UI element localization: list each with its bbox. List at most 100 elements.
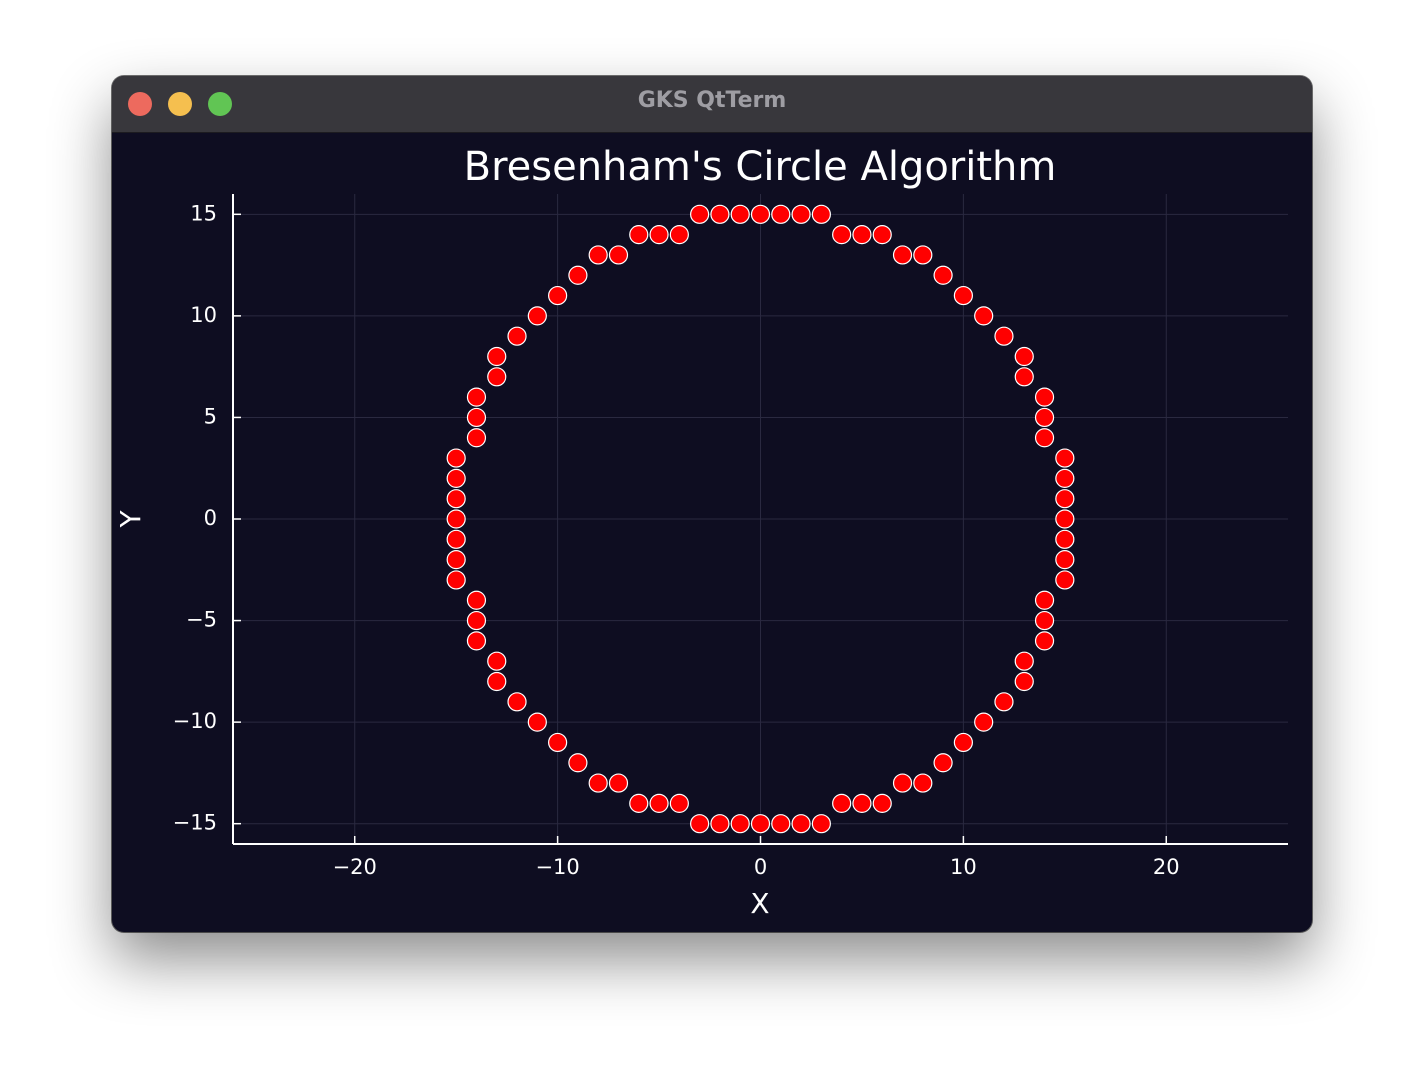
data-point [1055, 489, 1075, 509]
data-point [588, 245, 608, 265]
y-tick-label: 5 [204, 404, 217, 428]
x-tick-label: −10 [535, 855, 579, 879]
data-point [690, 814, 710, 834]
data-point [527, 712, 547, 732]
data-point [832, 225, 852, 245]
data-point [872, 793, 892, 813]
data-point [1034, 387, 1055, 407]
data-point [730, 814, 750, 834]
data-point [446, 448, 466, 468]
scatter-chart: −20 −10 0 10 20 −15 −10 −5 0 5 10 15 Bresenham's Ci… [114, 144, 1288, 920]
data-point [446, 468, 466, 488]
data-point [1014, 346, 1034, 367]
data-point [750, 814, 771, 834]
data-point [487, 671, 507, 692]
data-point [669, 225, 689, 245]
data-point [487, 346, 507, 367]
data-point [1055, 468, 1075, 488]
data-point [1055, 529, 1075, 549]
data-point [507, 326, 527, 346]
data-point [730, 204, 750, 224]
data-point [892, 245, 913, 265]
data-point [466, 631, 487, 651]
data-point [446, 529, 466, 549]
data-point [832, 793, 852, 813]
tick-labels: −20 −10 0 10 20 −15 −10 −5 0 5 10 15 [173, 201, 1180, 879]
data-point [1055, 550, 1075, 570]
data-point [771, 204, 791, 224]
data-point [1014, 671, 1034, 692]
data-point [608, 773, 629, 793]
data-point [791, 204, 811, 224]
data-point [690, 204, 710, 224]
data-point [568, 753, 588, 773]
data-point [1034, 590, 1055, 610]
x-tick-label: 10 [950, 855, 977, 879]
data-point [446, 570, 466, 590]
data-point [466, 428, 487, 448]
plot-area: −20 −10 0 10 20 −15 −10 −5 0 5 10 15 Bresenham's Ci… [112, 133, 1312, 932]
x-tick-label: 0 [754, 855, 767, 879]
data-point [588, 773, 608, 793]
data-point [446, 489, 466, 509]
data-point [710, 814, 730, 834]
window-title: GKS QtTerm [637, 88, 787, 113]
window-titlebar[interactable]: GKS QtTerm [112, 76, 1312, 133]
data-point [994, 692, 1014, 712]
x-axis-label: X [750, 887, 769, 920]
data-point [1014, 651, 1034, 671]
data-point [466, 590, 487, 610]
data-points [446, 204, 1075, 834]
y-tick-label: 10 [190, 303, 217, 327]
data-point [852, 793, 872, 813]
data-point [710, 204, 730, 224]
data-point [933, 753, 953, 773]
data-point [872, 225, 892, 245]
y-tick-label: −5 [186, 608, 217, 632]
data-point [750, 204, 771, 224]
data-point [608, 245, 629, 265]
data-point [852, 225, 872, 245]
data-point [1055, 448, 1075, 468]
data-point [1055, 570, 1075, 590]
data-point [913, 245, 933, 265]
data-point [649, 225, 669, 245]
data-point [1034, 610, 1055, 631]
data-point [527, 306, 547, 326]
grid [233, 194, 1288, 844]
close-window-button[interactable] [128, 92, 152, 116]
data-point [974, 712, 994, 732]
data-point [913, 773, 933, 793]
data-point [892, 773, 913, 793]
data-point [811, 814, 831, 834]
data-point [1034, 428, 1055, 448]
data-point [649, 793, 669, 813]
data-point [466, 610, 487, 631]
data-point [771, 814, 791, 834]
data-point [487, 651, 507, 671]
data-point [466, 387, 487, 407]
data-point [1034, 407, 1055, 428]
data-point [548, 732, 568, 753]
data-point [507, 692, 527, 712]
minimize-window-button[interactable] [168, 92, 192, 116]
y-tick-label: −15 [173, 811, 217, 835]
data-point [1034, 631, 1055, 651]
y-tick-label: −10 [173, 709, 217, 733]
data-point [974, 306, 994, 326]
y-tick-label: 15 [190, 201, 217, 225]
axes [232, 194, 1288, 845]
data-point [811, 204, 831, 224]
data-point [1055, 509, 1075, 529]
y-axis-label: Y [114, 510, 147, 529]
y-tick-label: 0 [204, 506, 217, 530]
data-point [1014, 367, 1034, 387]
data-point [446, 550, 466, 570]
chart-title: Bresenham's Circle Algorithm [464, 144, 1057, 190]
data-point [629, 793, 649, 813]
maximize-window-button[interactable] [208, 92, 232, 116]
data-point [568, 265, 588, 285]
data-point [629, 225, 649, 245]
data-point [933, 265, 953, 285]
gks-qtterm-window: GKS QtTerm −20 −10 0 10 20 −15 −10 −5 0 5 10 15 Bre… [112, 76, 1312, 932]
